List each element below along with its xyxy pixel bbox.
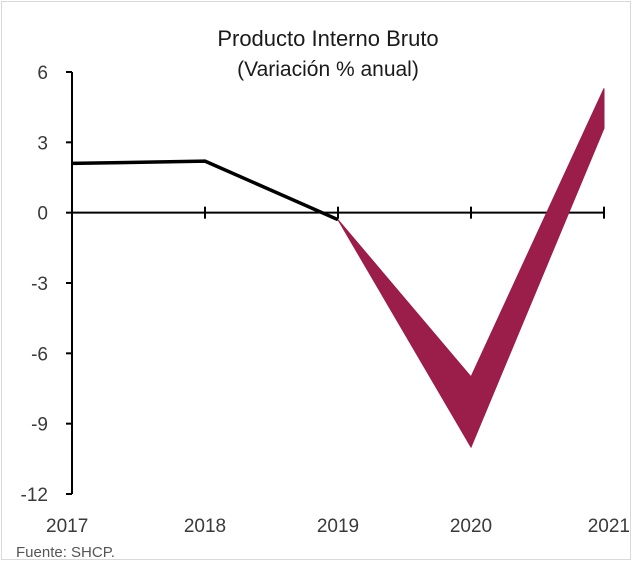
x-tick-label: 2019 <box>317 516 359 537</box>
y-tick-label: -3 <box>31 274 48 295</box>
y-tick-label: 0 <box>37 204 48 225</box>
observed-line <box>71 159 339 222</box>
x-tick-label: 2021 <box>588 516 630 537</box>
x-tick-label: 2017 <box>46 516 88 537</box>
y-tick-label: -9 <box>31 415 48 436</box>
x-tick-label: 2020 <box>450 516 492 537</box>
forecast-range-band <box>337 88 605 449</box>
series <box>71 88 605 449</box>
x-axis: 2017 2018 2019 2020 2021 <box>46 206 630 537</box>
chart-title: Producto Interno Bruto <box>217 26 438 51</box>
source-note: Fuente: SHCP. <box>16 544 115 561</box>
y-axis: 6 3 0 -3 -6 -9 -12 <box>21 63 73 506</box>
x-tick-label: 2018 <box>184 516 226 537</box>
y-tick-label: 6 <box>37 63 48 84</box>
chart-subtitle: (Variación % anual) <box>237 58 419 81</box>
y-tick-label: 3 <box>37 133 48 154</box>
y-tick-label: -6 <box>31 344 48 365</box>
y-tick-label: -12 <box>21 485 48 506</box>
